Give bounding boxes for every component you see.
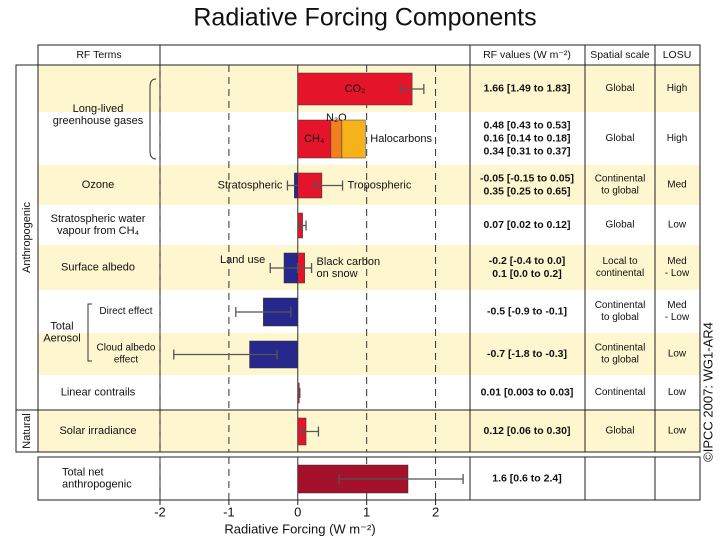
spatial-scale: continental [596,268,644,279]
row-band [38,290,700,333]
bar-label: Tropospheric [348,179,412,191]
losu: Low [668,349,687,360]
losu: High [667,133,688,144]
losu: Low [668,387,687,398]
spatial-scale: to global [601,186,639,197]
total-frame [37,456,701,501]
group-frame [15,64,39,453]
rf-term: Linear contrails [61,386,136,398]
spatial-scale: Continental [595,300,646,311]
x-tick-label: 2 [432,504,439,519]
losu: - Low [665,312,690,323]
bracket [149,78,157,160]
rf-value: 0.34 [0.31 to 0.37] [484,145,571,157]
aerosol-label: Total [50,320,73,332]
bar [297,72,413,106]
rf-term: Stratospheric water [51,213,146,225]
rf-value: 1.66 [1.49 to 1.83] [484,82,571,94]
header-terms: RF Terms [76,49,121,61]
rf-value: 0.01 [0.003 to 0.03] [481,386,574,398]
bar [330,119,343,159]
bar-label: Stratospheric [218,179,283,191]
spatial-scale: Continental [595,387,646,398]
rf-term: greenhouse gases [53,115,144,127]
losu: Low [668,426,687,437]
x-axis-label: Radiative Forcing (W m⁻²) [224,521,375,536]
row-band [38,205,700,245]
x-tick-label: 1 [363,504,370,519]
bar-label: CH₄ [304,133,325,145]
x-tick-label: -2 [154,504,166,519]
bar-label: Land use [220,254,265,266]
bar-label: Black carbon [317,256,381,268]
rf-value: 0.07 [0.02 to 0.12] [484,219,571,231]
bracket [87,303,92,362]
spatial-scale: Global [606,83,635,94]
rf-term: Total net [62,466,104,478]
bar [341,119,366,159]
rf-term: anthropogenic [62,478,132,490]
rf-value: 0.1 [0.0 to 0.2] [492,268,561,280]
rf-value: 0.12 [0.06 to 0.30] [484,425,571,437]
row-band [38,375,700,410]
rf-term: vapour from CH₄ [57,225,140,237]
x-tick-label: -1 [223,504,235,519]
group-label: Anthropogenic [21,202,33,273]
rf-term: Solar irradiance [59,425,136,437]
rf-term: Surface albedo [61,261,135,273]
spatial-scale: Continental [595,174,646,185]
rf-subterm: Cloud albedo [97,343,156,354]
group-label: Natural [21,413,33,448]
rf-value: 0.16 [0.14 to 0.18] [484,132,571,144]
rf-term: Long-lived [73,103,124,115]
bar-label: CO₂ [345,83,366,95]
losu: Med [667,180,686,191]
row-band [38,333,700,375]
losu: High [667,83,688,94]
credit: ©IPCC 2007: WG1-AR4 [700,322,715,462]
spatial-scale: to global [601,355,639,366]
rf-subterm: Direct effect [99,306,152,317]
rf-value: -0.7 [-1.8 to -0.3] [487,348,567,360]
row-band [38,245,700,290]
rf-value: 0.35 [0.25 to 0.65] [484,185,571,197]
bar [297,119,332,159]
row-band [38,165,700,205]
spatial-scale: Global [606,426,635,437]
rf-term: Ozone [82,179,114,191]
rf-value: -0.05 [-0.15 to 0.05] [480,172,574,184]
rf-subterm: effect [114,355,138,366]
spatial-scale: Global [606,220,635,231]
rf-value: 1.6 [0.6 to 2.4] [492,472,561,484]
bar-label: on snow [317,268,358,280]
rf-value: -0.2 [-0.4 to 0.0] [489,255,565,267]
chart-title: Radiative Forcing Components [193,4,536,32]
losu: Med [667,300,686,311]
losu: Low [668,220,687,231]
header-scale: Spatial scale [590,49,650,61]
rf-value: 0.48 [0.43 to 0.53] [484,119,571,131]
row-band [38,112,700,165]
spatial-scale: Local to [602,256,637,267]
aerosol-label: Aerosol [43,332,80,344]
spatial-scale: Continental [595,343,646,354]
losu: Med [667,256,686,267]
spatial-scale: Global [606,133,635,144]
bar-label: Halocarbons [370,133,432,145]
header-losu: LOSU [663,49,692,61]
header-values: RF values (W m⁻²) [483,49,571,61]
row-band [38,410,700,452]
x-tick-label: 0 [294,504,301,519]
losu: - Low [665,268,690,279]
spatial-scale: to global [601,312,639,323]
rf-value: -0.5 [-0.9 to -0.1] [487,305,567,317]
